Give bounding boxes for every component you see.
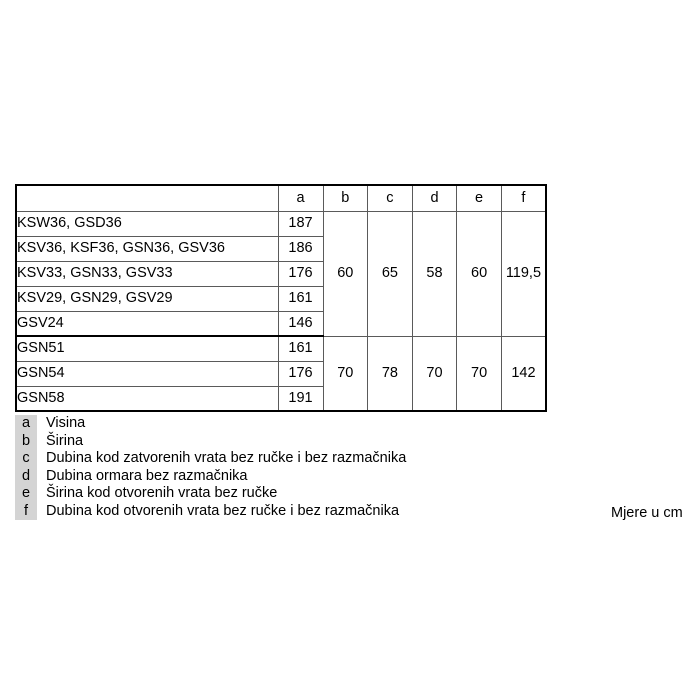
legend-item: a Visina (15, 415, 406, 433)
dimensions-table-container: a b c d e f KSW36, GSD36 187 60 65 58 60… (15, 184, 547, 412)
value-a: 161 (277, 335, 324, 362)
model-cell: KSV29, GSN29, GSV29 (15, 285, 279, 312)
value-c-group1: 65 (367, 210, 413, 337)
model-cell: GSN51 (15, 335, 279, 362)
value-f-group2: 142 (500, 335, 547, 412)
legend-item: c Dubina kod zatvorenih vrata bez ručke … (15, 450, 406, 468)
value-a: 186 (277, 235, 324, 262)
legend-text-e: Širina kod otvorenih vrata bez ručke (46, 485, 278, 501)
table-row: KSW36, GSD36 187 60 65 58 60 119,5 (15, 210, 547, 337)
table-row: GSN51 161 70 78 70 70 142 (15, 335, 547, 412)
value-e-group1: 60 (456, 210, 502, 337)
table-row: GSN54 176 (15, 360, 546, 387)
value-a: 161 (277, 285, 324, 312)
table-header-row: a b c d e f (15, 184, 547, 212)
legend-item: d Dubina ormara bez razmačnika (15, 467, 406, 485)
column-header-e: e (456, 184, 502, 212)
model-cell: GSN54 (15, 360, 279, 387)
model-cell: GSN58 (15, 385, 279, 412)
model-cell: KSW36, GSD36 (15, 210, 279, 237)
legend-key-d: d (15, 467, 37, 485)
dimensions-table: a b c d e f KSW36, GSD36 187 60 65 58 60… (15, 184, 547, 412)
legend-key-a: a (15, 415, 37, 433)
table-row: GSV24 146 (15, 310, 546, 337)
legend-key-b: b (15, 432, 37, 450)
units-note: Mjere u cm (611, 505, 683, 521)
column-header-f: f (500, 184, 547, 212)
legend-text-c: Dubina kod zatvorenih vrata bez ručke i … (46, 450, 407, 466)
model-cell: GSV24 (15, 310, 279, 337)
legend-text-b: Širina (46, 432, 84, 449)
value-e-group2: 70 (456, 335, 502, 412)
table-row: GSN58 191 (15, 385, 546, 412)
value-a: 176 (277, 360, 324, 387)
value-a: 146 (277, 310, 324, 337)
table-row: KSV36, KSF36, GSN36, GSV36 186 (15, 235, 546, 262)
column-header-models (15, 184, 279, 212)
value-a: 187 (277, 210, 324, 237)
value-a: 191 (277, 385, 324, 412)
legend-key-c: c (15, 450, 37, 468)
legend-item: b Širina (15, 432, 406, 450)
legend-item: f Dubina kod otvorenih vrata bez ručke i… (15, 502, 406, 520)
value-d-group2: 70 (411, 335, 458, 412)
legend-key-f: f (15, 502, 37, 520)
legend-text-a: Visina (46, 415, 86, 431)
dimension-legend: a Visina b Širina c Dubina kod zatvoreni… (15, 415, 406, 520)
table-row: KSV29, GSN29, GSV29 161 (15, 285, 546, 312)
value-c-group2: 78 (367, 335, 413, 412)
value-b-group2: 70 (322, 335, 369, 412)
value-a: 176 (277, 260, 324, 287)
value-f-group1: 119,5 (500, 210, 547, 337)
column-header-c: c (367, 184, 413, 212)
model-cell: KSV33, GSN33, GSV33 (15, 260, 279, 287)
value-b-group1: 60 (322, 210, 369, 337)
legend-key-e: e (15, 485, 37, 503)
model-cell: KSV36, KSF36, GSN36, GSV36 (15, 235, 279, 262)
column-header-b: b (322, 184, 369, 212)
legend-item: e Širina kod otvorenih vrata bez ručke (15, 485, 406, 503)
value-d-group1: 58 (411, 210, 458, 337)
column-header-a: a (277, 184, 324, 212)
legend-text-d: Dubina ormara bez razmačnika (46, 467, 248, 484)
legend-text-f: Dubina kod otvorenih vrata bez ručke i b… (46, 502, 400, 519)
column-header-d: d (411, 184, 458, 212)
